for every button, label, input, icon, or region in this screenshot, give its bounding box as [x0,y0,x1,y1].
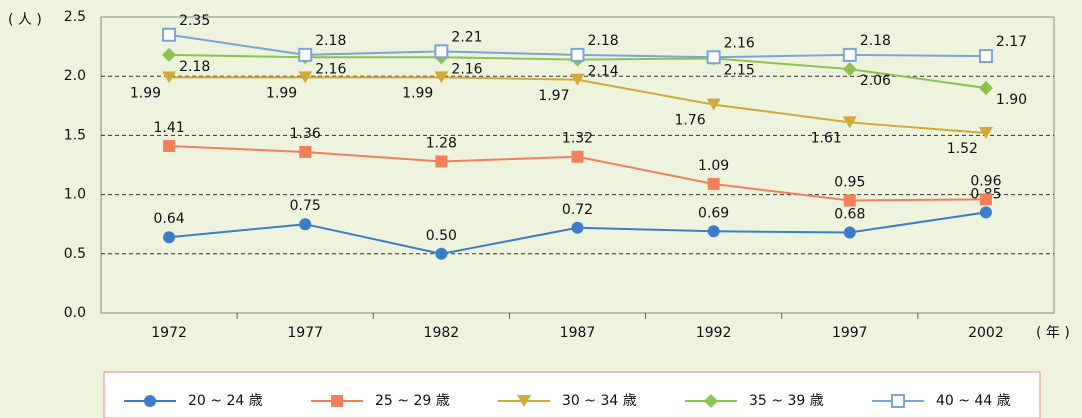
marker [979,193,992,206]
data-label: 0.64 [153,211,184,227]
data-label: 2.35 [179,13,210,29]
data-label: 1.99 [266,85,297,101]
marker [162,27,177,42]
marker [570,47,585,62]
marker [571,150,584,163]
legend-label: 20 ~ 24 歳 [188,393,263,409]
x-tick-label: 1992 [696,325,732,341]
marker [978,81,993,96]
legend [103,371,1041,418]
data-label: 1.28 [426,135,457,151]
legend-label: 30 ~ 34 歳 [562,393,637,409]
data-label: 2.18 [588,33,619,49]
marker [571,221,584,234]
x-tick-label: 1982 [424,325,460,341]
legend-label: 25 ~ 29 歳 [375,393,450,409]
marker [163,140,176,153]
data-label: 1.90 [996,92,1027,108]
data-label: 0.96 [970,173,1001,189]
marker [891,394,905,408]
legend-label: 35 ~ 39 歳 [749,393,824,409]
marker [162,71,177,84]
data-label: 1.99 [130,85,161,101]
data-label: 2.18 [315,33,346,49]
marker [706,98,721,111]
marker [707,177,720,190]
x-tick-label: 1997 [832,325,868,341]
marker [331,395,343,407]
data-label: 2.16 [724,35,755,51]
data-label: 1.36 [290,126,321,142]
data-label: 0.72 [562,202,593,218]
data-label: 1.97 [538,88,569,104]
data-label: 2.16 [315,61,346,77]
data-label: 2.16 [451,61,482,77]
marker [842,116,857,129]
x-axis-label: ( 年 ) [1036,325,1070,341]
y-axis-label: ( 人 ) [8,12,42,28]
legend-label: 40 ~ 44 歳 [936,393,1011,409]
data-label: 2.14 [588,64,619,80]
marker [163,231,176,244]
y-tick-label: 0.5 [64,246,86,262]
marker [298,71,313,84]
marker [299,145,312,158]
y-tick-label: 2.5 [64,9,86,25]
data-label: 2.17 [996,34,1027,50]
data-label: 2.21 [451,29,482,45]
marker [843,194,856,207]
data-label: 1.76 [674,113,705,129]
marker [570,73,585,86]
marker [843,226,856,239]
x-tick-label: 2002 [968,325,1004,341]
data-label: 2.18 [860,33,891,49]
y-tick-label: 1.5 [64,127,86,143]
marker [979,206,992,219]
x-tick-label: 1977 [287,325,323,341]
data-label: 2.15 [724,62,755,78]
marker [298,47,313,62]
marker [434,71,449,84]
marker [162,47,177,62]
marker [842,47,857,62]
marker [978,127,993,140]
marker [299,218,312,231]
data-label: 1.09 [698,158,729,174]
marker [842,62,857,77]
marker [704,394,718,408]
data-label: 0.50 [426,228,457,244]
data-label: 0.95 [834,175,865,191]
data-label: 1.61 [811,130,842,146]
marker [517,395,531,407]
data-label: 1.99 [402,85,433,101]
x-tick-label: 1987 [560,325,596,341]
marker [707,225,720,238]
marker [434,44,449,59]
data-label: 0.69 [698,205,729,221]
data-label: 1.52 [947,141,978,157]
data-label: 2.06 [860,73,891,89]
marker [435,155,448,168]
data-label: 0.75 [290,198,321,214]
x-tick-label: 1972 [151,325,187,341]
marker [706,50,721,65]
data-label: 1.41 [153,120,184,136]
marker [435,247,448,260]
marker [144,395,156,407]
y-tick-label: 0.0 [64,305,86,321]
data-label: 1.32 [562,131,593,147]
data-label: 0.68 [834,206,865,222]
data-label: 2.18 [179,59,210,75]
marker [978,49,993,64]
y-tick-label: 1.0 [64,187,86,203]
y-tick-label: 2.0 [64,68,86,84]
